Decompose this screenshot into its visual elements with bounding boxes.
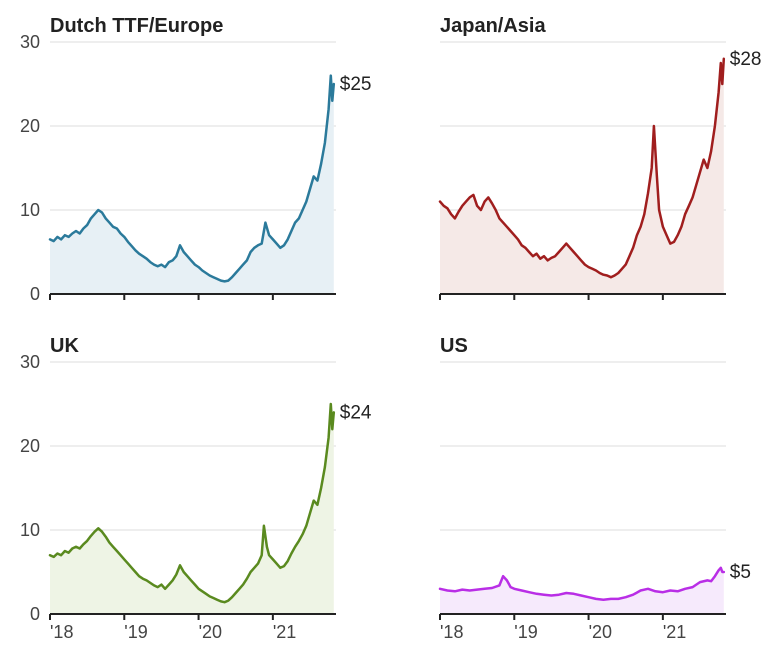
- chart-grid: 0 10 20 30 $25 Dutch TTF/Europe $28 Japan/Asia…: [10, 12, 770, 647]
- xtick-label: '20: [589, 622, 612, 642]
- end-value-label: $28: [730, 49, 762, 70]
- chart-svg-uk: 0 10 20 30 '18 '19 '20 '21 $24 UK: [10, 332, 380, 642]
- chart-svg-us: '18 '19 '20 '21 $5 US: [400, 332, 770, 642]
- end-value-label: $25: [340, 74, 372, 95]
- xtick-label: '18: [440, 622, 463, 642]
- xtick-label: '20: [199, 622, 222, 642]
- panel-us: '18 '19 '20 '21 $5 US: [400, 332, 770, 648]
- ytick-label: 10: [20, 520, 40, 540]
- area-fill: [440, 59, 724, 294]
- xtick-label: '19: [124, 622, 147, 642]
- xtick-label: '21: [273, 622, 296, 642]
- ytick-label: 0: [30, 604, 40, 624]
- ytick-label: 30: [20, 32, 40, 52]
- ytick-label: 20: [20, 436, 40, 456]
- end-value-label: $24: [340, 402, 372, 423]
- panel-title: Japan/Asia: [440, 15, 546, 37]
- xtick-label: '21: [663, 622, 686, 642]
- panel-asia: $28 Japan/Asia: [400, 12, 770, 328]
- panel-uk: 0 10 20 30 '18 '19 '20 '21 $24 UK: [10, 332, 380, 648]
- panel-title: Dutch TTF/Europe: [50, 15, 223, 37]
- ytick-label: 10: [20, 200, 40, 220]
- ytick-label: 0: [30, 284, 40, 304]
- panel-title: US: [440, 335, 468, 357]
- ytick-label: 20: [20, 116, 40, 136]
- panel-europe: 0 10 20 30 $25 Dutch TTF/Europe: [10, 12, 380, 328]
- chart-svg-asia: $28 Japan/Asia: [400, 12, 770, 322]
- ytick-label: 30: [20, 352, 40, 372]
- xtick-label: '19: [514, 622, 537, 642]
- panel-title: UK: [50, 335, 79, 357]
- xtick-label: '18: [50, 622, 73, 642]
- chart-svg-europe: 0 10 20 30 $25 Dutch TTF/Europe: [10, 12, 380, 322]
- end-value-label: $5: [730, 562, 751, 583]
